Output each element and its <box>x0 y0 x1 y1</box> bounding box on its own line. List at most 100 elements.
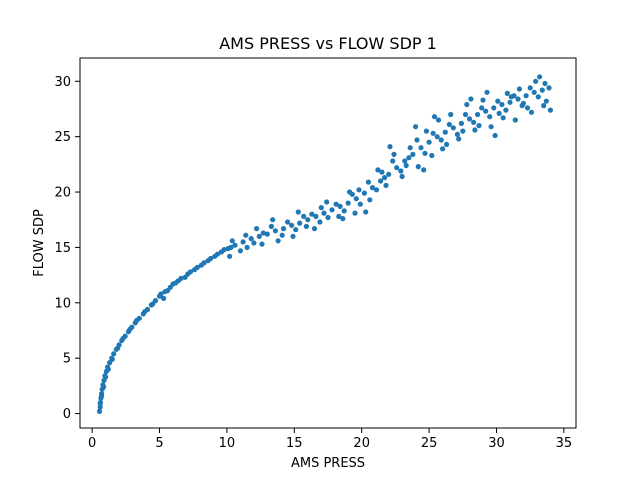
data-point <box>516 86 523 92</box>
data-point <box>418 145 424 151</box>
data-point <box>386 171 392 177</box>
data-point <box>341 208 347 214</box>
x-tick-label: 20 <box>353 436 370 451</box>
data-point <box>440 146 446 152</box>
data-point <box>264 231 270 237</box>
data-point <box>105 366 111 372</box>
data-point <box>476 123 482 129</box>
data-point <box>429 152 435 159</box>
data-point <box>394 165 400 171</box>
data-point <box>422 150 428 156</box>
data-point <box>488 124 494 130</box>
data-point <box>229 238 235 244</box>
data-point <box>142 309 148 315</box>
data-point <box>398 168 404 174</box>
data-point <box>228 244 234 250</box>
data-point <box>466 116 473 122</box>
data-point <box>357 201 363 207</box>
data-point <box>515 96 521 102</box>
data-point <box>399 173 405 180</box>
data-point <box>448 111 454 118</box>
data-point <box>435 117 442 123</box>
data-point <box>275 238 281 244</box>
data-point <box>96 408 103 414</box>
data-point <box>115 345 121 351</box>
data-point <box>356 187 362 193</box>
data-point <box>446 121 452 128</box>
data-point <box>431 114 438 120</box>
data-point <box>175 278 181 284</box>
data-point <box>496 110 502 116</box>
data-point <box>512 117 518 123</box>
data-point <box>309 211 315 217</box>
chart-title: AMS PRESS vs FLOW SDP 1 <box>219 34 437 53</box>
data-point <box>410 151 416 157</box>
data-point <box>375 167 381 173</box>
data-point <box>134 317 140 324</box>
data-point <box>391 151 397 157</box>
data-point <box>491 105 497 111</box>
data-point <box>289 222 295 228</box>
data-point <box>221 247 227 253</box>
data-point <box>280 226 287 232</box>
data-point <box>483 108 489 114</box>
data-point <box>305 217 311 223</box>
data-point <box>345 200 351 206</box>
data-point <box>541 103 547 109</box>
data-point <box>430 130 436 136</box>
y-tick-label: 25 <box>54 130 71 145</box>
data-point <box>484 89 490 95</box>
data-point <box>248 236 254 242</box>
x-tick-label: 35 <box>556 436 573 451</box>
data-point <box>251 240 257 246</box>
data-point <box>379 169 385 175</box>
x-tick-label: 5 <box>155 436 163 451</box>
data-point <box>227 253 233 259</box>
data-point <box>237 248 243 254</box>
data-point <box>365 179 371 185</box>
data-point <box>214 251 221 257</box>
data-point <box>161 295 167 301</box>
data-point <box>232 242 238 248</box>
data-point <box>383 182 389 188</box>
data-point <box>182 274 188 280</box>
data-point <box>303 223 309 229</box>
data-point <box>120 335 126 341</box>
data-point <box>187 269 194 275</box>
data-point <box>520 100 527 106</box>
data-point <box>369 185 376 191</box>
data-point <box>150 301 156 307</box>
y-tick-label: 30 <box>54 75 71 90</box>
data-point <box>390 158 396 164</box>
data-point <box>321 210 327 216</box>
data-point <box>479 105 485 111</box>
data-point <box>471 119 477 125</box>
x-tick-label: 10 <box>219 436 236 451</box>
data-point <box>543 98 549 104</box>
data-point <box>542 80 548 87</box>
y-tick-label: 5 <box>63 352 71 367</box>
data-point <box>244 244 250 250</box>
data-point <box>329 207 335 213</box>
data-point <box>458 120 464 126</box>
data-point <box>413 124 419 130</box>
data-point <box>272 228 278 234</box>
data-point <box>240 239 246 245</box>
data-point <box>472 127 478 133</box>
data-point <box>480 97 486 103</box>
data-point <box>194 264 200 270</box>
data-point <box>254 226 260 232</box>
data-point <box>295 209 301 215</box>
data-point <box>523 93 529 99</box>
data-point <box>468 96 474 102</box>
data-point <box>293 227 299 233</box>
data-point <box>111 351 117 357</box>
data-point <box>318 205 324 211</box>
data-point <box>101 384 107 390</box>
data-point <box>537 74 543 80</box>
data-point <box>475 111 481 118</box>
data-point <box>297 220 303 226</box>
data-point <box>109 356 115 362</box>
